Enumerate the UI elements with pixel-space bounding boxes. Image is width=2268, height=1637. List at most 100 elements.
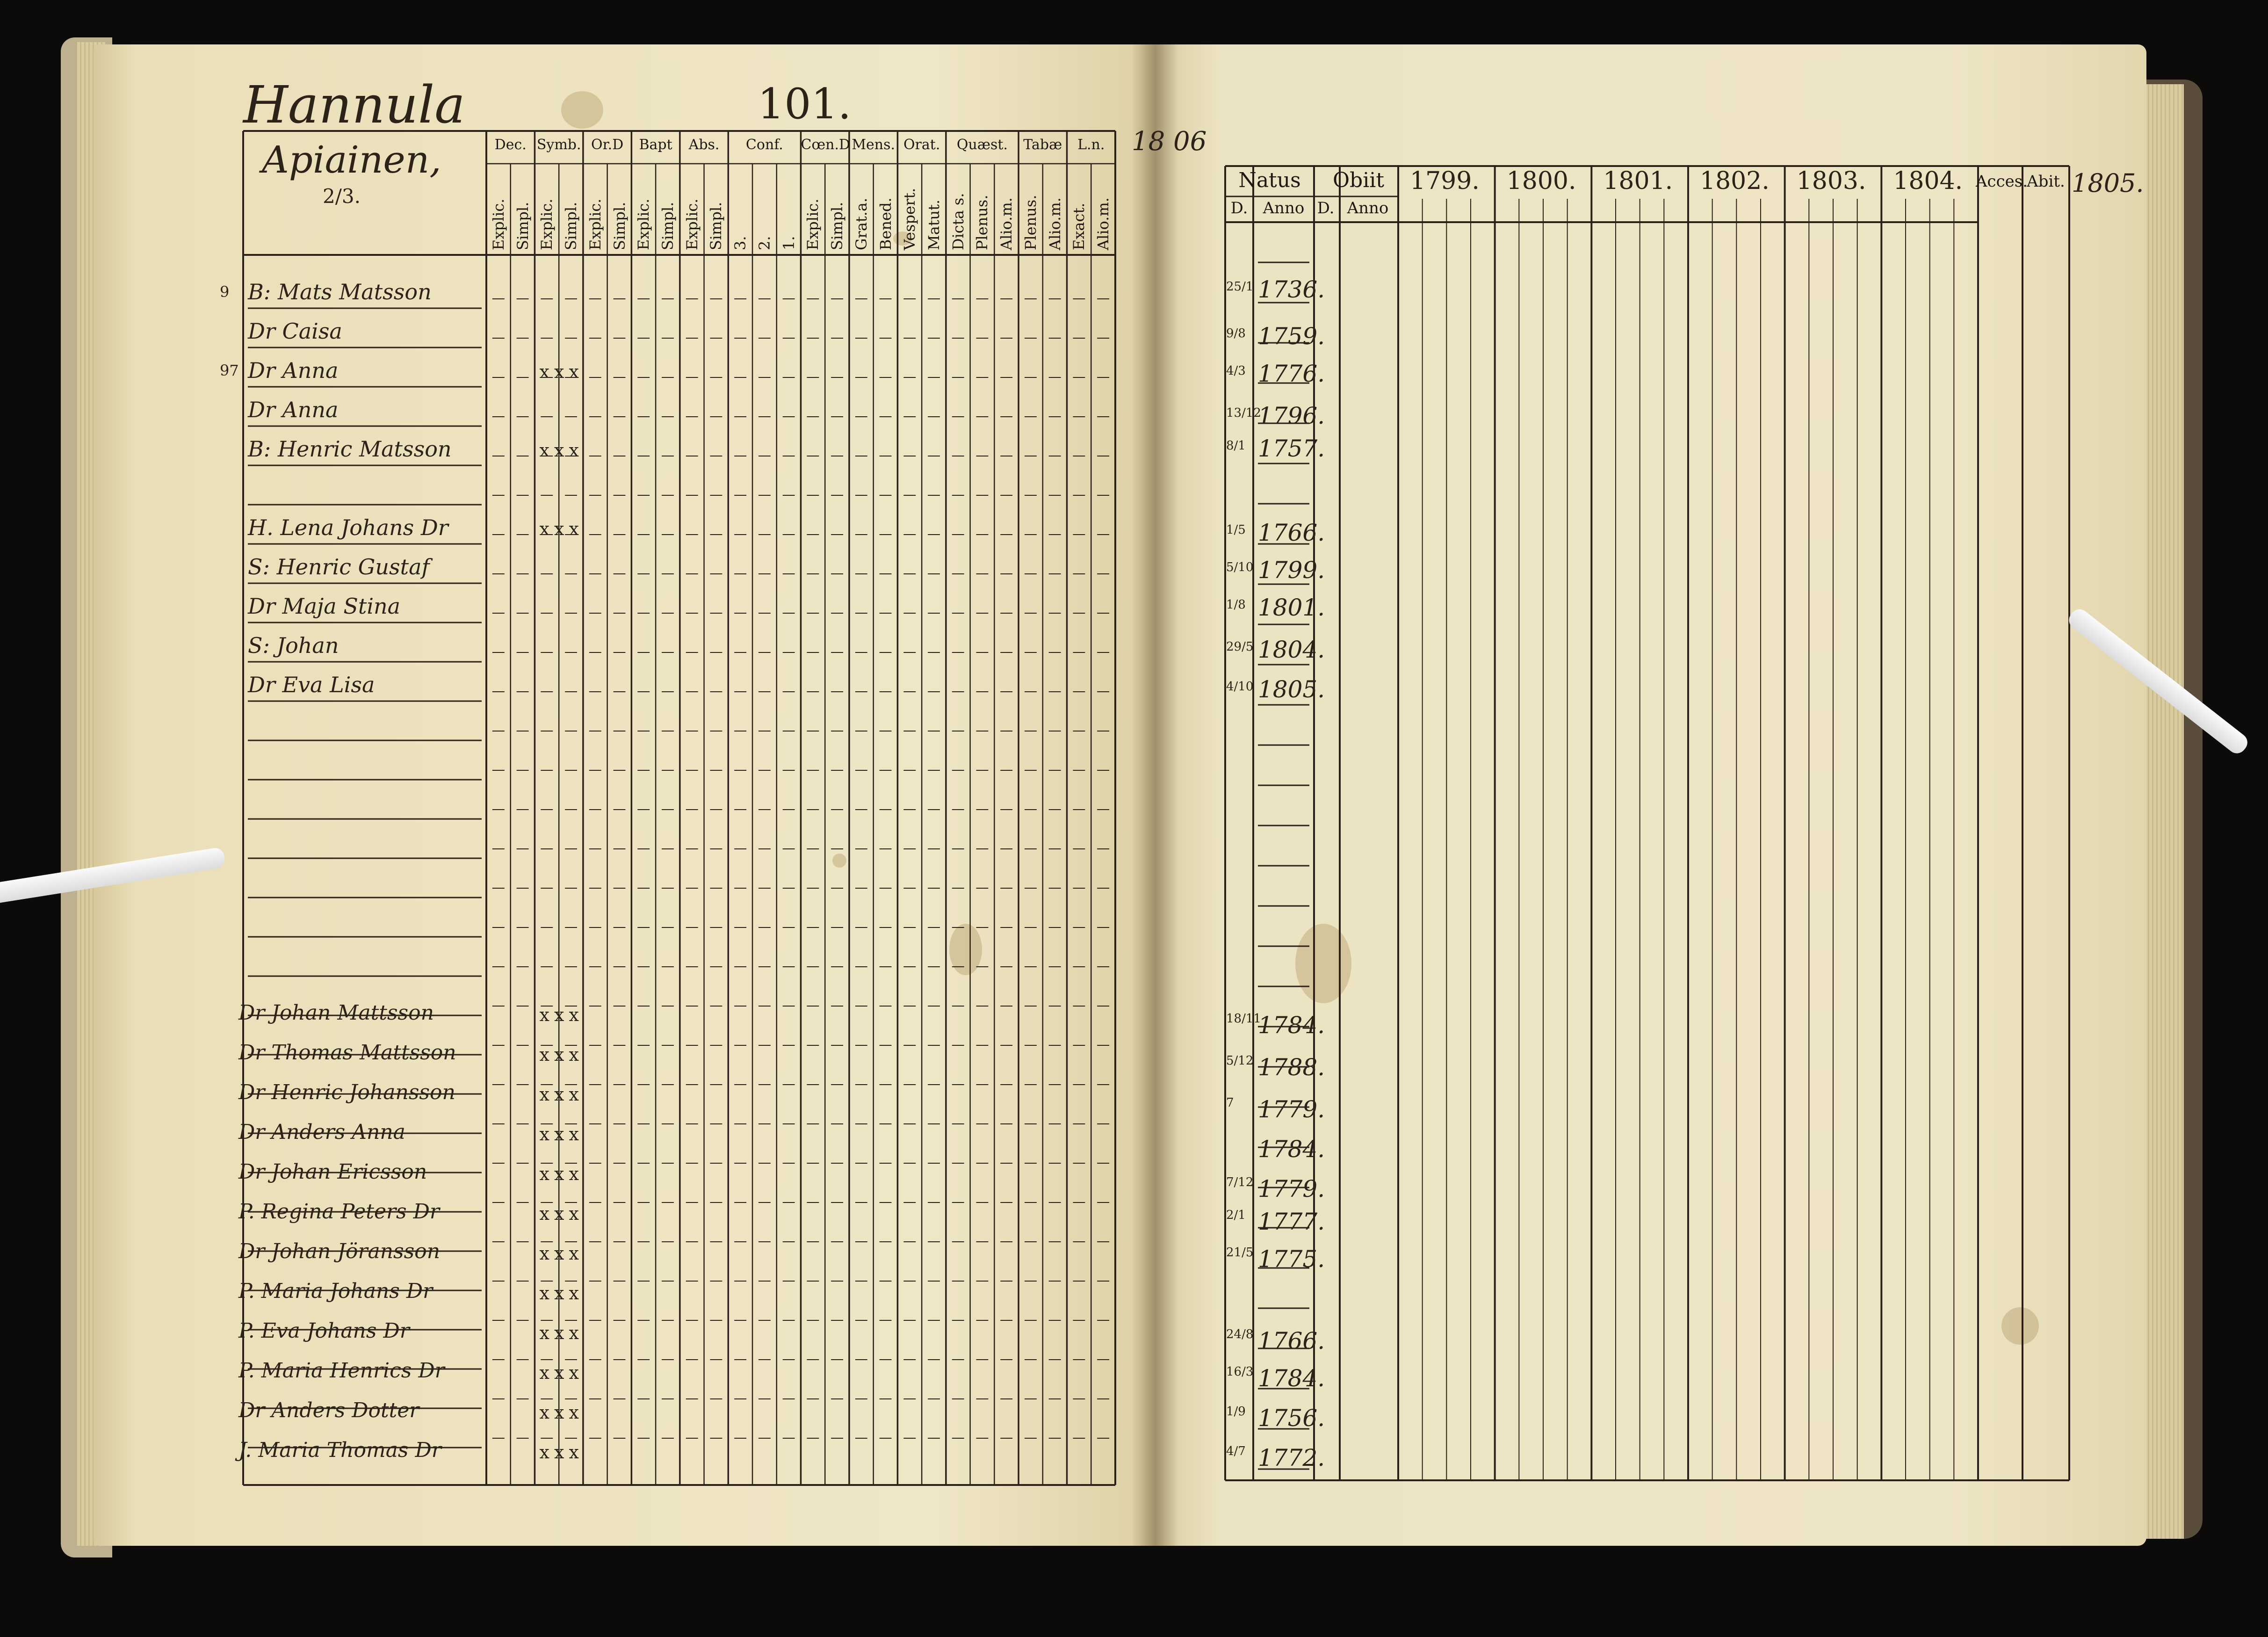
top-note: 18 06 bbox=[1132, 126, 1207, 157]
person-name: Dr Johan Ericsson bbox=[238, 1160, 427, 1184]
birth-year: 1736. bbox=[1258, 276, 1325, 303]
right-page bbox=[1155, 44, 2146, 1546]
birth-day: 1/5 bbox=[1226, 523, 1246, 537]
column-group-label: L.n. bbox=[1077, 137, 1105, 153]
row-prefix: 9 bbox=[220, 283, 230, 301]
birth-day: 9/8 bbox=[1226, 326, 1246, 340]
birth-year: 1796. bbox=[1258, 402, 1325, 429]
column-sub-label: Alio.m. bbox=[1046, 197, 1064, 250]
column-sub-label: Explic. bbox=[683, 198, 701, 250]
column-group-label: Mens. bbox=[852, 137, 896, 153]
column-sub-label: Dicta s. bbox=[949, 193, 967, 250]
person-name: S: Henric Gustaf bbox=[248, 554, 430, 579]
person-name: Dr Anna bbox=[248, 358, 339, 383]
person-name: S: Johan bbox=[248, 633, 339, 658]
fraction: 2/3. bbox=[323, 185, 361, 208]
stain bbox=[832, 854, 846, 868]
natus-d-header: D. bbox=[1230, 199, 1248, 217]
column-sub-label: Exact. bbox=[1070, 203, 1088, 250]
birth-year: 1757. bbox=[1258, 435, 1325, 462]
column-sub-label: Explic. bbox=[489, 198, 507, 250]
column-sub-label: Simpl. bbox=[828, 202, 846, 250]
column-sub-label: Explic. bbox=[586, 198, 604, 250]
birth-year: 1779. bbox=[1258, 1175, 1325, 1202]
column-group-label: Dec. bbox=[494, 137, 527, 153]
person-name: Dr Thomas Mattsson bbox=[238, 1041, 456, 1065]
person-name: P. Regina Peters Dr bbox=[238, 1200, 440, 1224]
margin-year: 1805. bbox=[2072, 168, 2144, 198]
birth-year: 1784. bbox=[1258, 1365, 1325, 1392]
year-header: 1800. bbox=[1506, 167, 1576, 195]
stain bbox=[2001, 1307, 2039, 1345]
birth-day: 5/10 bbox=[1226, 560, 1254, 574]
birth-day: 7 bbox=[1226, 1096, 1234, 1110]
symb-marks: x x x bbox=[539, 1283, 578, 1304]
birth-year: 1804. bbox=[1258, 636, 1325, 663]
birth-day: 2/1 bbox=[1226, 1208, 1246, 1222]
column-sub-label: Explic. bbox=[538, 198, 556, 250]
birth-year: 1788. bbox=[1258, 1054, 1325, 1081]
person-name: Dr Eva Lisa bbox=[248, 672, 375, 697]
birth-year: 1777. bbox=[1258, 1208, 1325, 1235]
person-name: Dr Anders Dotter bbox=[238, 1398, 419, 1422]
birth-year: 1779. bbox=[1258, 1096, 1325, 1123]
column-sub-label: Vespert. bbox=[901, 188, 919, 250]
column-group-label: Orat. bbox=[903, 137, 940, 153]
column-sub-label: Plenus. bbox=[1021, 195, 1040, 250]
natus-anno-header: Anno bbox=[1263, 199, 1305, 217]
birth-day: 4/10 bbox=[1226, 680, 1254, 694]
person-name: Dr Caisa bbox=[248, 319, 342, 344]
column-sub-label: Grat.a. bbox=[852, 197, 870, 250]
birth-day: 1/9 bbox=[1226, 1405, 1246, 1419]
abit-header: Abit. bbox=[2027, 172, 2065, 191]
birth-day: 29/5 bbox=[1226, 640, 1254, 654]
person-name: Dr Maja Stina bbox=[248, 594, 401, 619]
person-name: Dr Johan Jöransson bbox=[238, 1239, 441, 1263]
symb-marks: x x x bbox=[539, 1362, 578, 1383]
obiit-anno-header: Anno bbox=[1347, 199, 1389, 217]
person-name: P. Maria Johans Dr bbox=[238, 1279, 433, 1303]
column-group-label: Or.D bbox=[591, 137, 624, 153]
birth-day: 4/7 bbox=[1226, 1444, 1246, 1458]
year-header: 1801. bbox=[1603, 167, 1673, 195]
birth-day: 16/3 bbox=[1226, 1365, 1254, 1379]
birth-day: 21/5 bbox=[1226, 1246, 1254, 1260]
symb-marks: x x x bbox=[539, 1005, 578, 1025]
birth-day: 7/12 bbox=[1226, 1175, 1254, 1189]
column-sub-label: Explic. bbox=[804, 198, 822, 250]
gutter-shadow bbox=[1132, 44, 1178, 1546]
birth-year: 1799. bbox=[1258, 557, 1325, 584]
column-sub-label: Simpl. bbox=[658, 202, 677, 250]
column-sub-label: Simpl. bbox=[562, 202, 580, 250]
column-sub-label: 2. bbox=[755, 236, 773, 250]
birth-year: 1784. bbox=[1258, 1136, 1325, 1163]
person-name: Dr Johan Mattsson bbox=[238, 1001, 434, 1025]
birth-day: 4/3 bbox=[1226, 364, 1246, 378]
birth-day: 5/12 bbox=[1226, 1054, 1254, 1068]
person-name: J. Maria Thomas Dr bbox=[238, 1438, 441, 1462]
column-sub-label: 1. bbox=[780, 236, 798, 250]
symb-marks: x x x bbox=[539, 519, 578, 539]
birth-year: 1801. bbox=[1258, 594, 1325, 621]
column-sub-label: Bened. bbox=[876, 197, 895, 250]
stain bbox=[561, 91, 603, 129]
stain bbox=[1295, 924, 1351, 1003]
year-header: 1799. bbox=[1410, 167, 1480, 195]
left-page bbox=[94, 44, 1155, 1546]
person-name: B: Henric Matsson bbox=[248, 436, 452, 462]
symb-marks: x x x bbox=[539, 1044, 578, 1065]
symb-marks: x x x bbox=[539, 362, 578, 382]
person-name: P. Eva Johans Dr bbox=[238, 1319, 410, 1343]
column-sub-label: Alio.m. bbox=[1094, 197, 1112, 250]
person-name: B: Mats Matsson bbox=[248, 279, 432, 304]
birth-year: 1775. bbox=[1258, 1246, 1325, 1273]
acces-header: Acces. bbox=[1976, 172, 2028, 191]
birth-day: 1/8 bbox=[1226, 598, 1246, 612]
column-group-label: Conf. bbox=[745, 137, 783, 153]
column-group-label: Bapt bbox=[639, 137, 672, 153]
column-sub-label: Explic. bbox=[635, 198, 653, 250]
column-group-label: Symb. bbox=[536, 137, 581, 153]
birth-day: 24/8 bbox=[1226, 1327, 1254, 1341]
symb-marks: x x x bbox=[539, 1323, 578, 1343]
column-group-label: Quæst. bbox=[956, 137, 1008, 153]
